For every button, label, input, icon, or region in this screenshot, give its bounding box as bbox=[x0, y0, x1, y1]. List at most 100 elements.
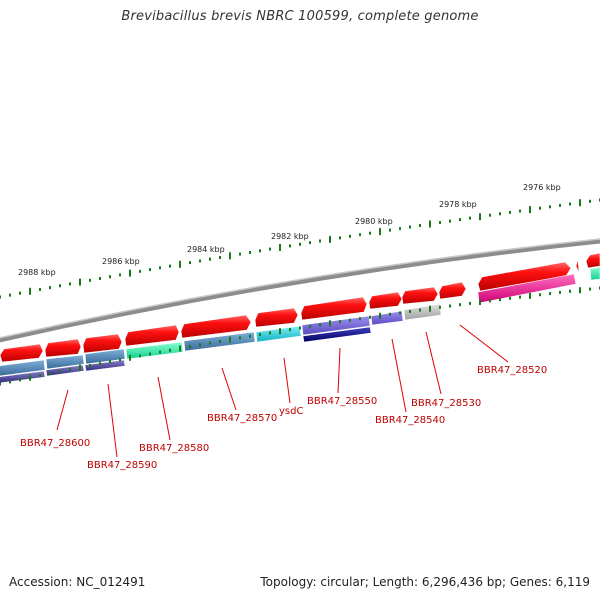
major-tick bbox=[129, 269, 131, 277]
leader-line bbox=[425, 331, 442, 395]
leader-line bbox=[337, 347, 341, 394]
minor-tick bbox=[259, 333, 261, 336]
minor-tick bbox=[289, 328, 291, 332]
minor-tick bbox=[209, 257, 211, 261]
forward-gene-arrow bbox=[124, 324, 180, 347]
ruler-tick-labels: 2988 kbp 2986 kbp 2984 kbp 2982 kbp 2980… bbox=[18, 183, 561, 277]
major-tick bbox=[229, 336, 231, 343]
topology-text: Topology: circular; Length: 6,296,436 bp… bbox=[260, 575, 590, 589]
minor-tick bbox=[389, 228, 391, 232]
minor-tick bbox=[489, 213, 491, 217]
minor-tick bbox=[499, 298, 501, 302]
minor-tick bbox=[49, 286, 51, 290]
minor-tick bbox=[159, 350, 161, 354]
minor-tick bbox=[439, 221, 441, 224]
minor-tick bbox=[399, 227, 401, 231]
minor-tick bbox=[219, 339, 221, 343]
minor-tick bbox=[519, 295, 521, 299]
minor-tick bbox=[19, 378, 21, 382]
minor-tick bbox=[459, 303, 461, 307]
minor-tick bbox=[359, 233, 361, 237]
minor-tick bbox=[539, 206, 541, 210]
minor-tick bbox=[89, 364, 91, 367]
minor-tick bbox=[209, 341, 211, 345]
cog-segment bbox=[370, 310, 404, 326]
minor-tick bbox=[69, 282, 71, 286]
outer-tick-ruler bbox=[0, 198, 600, 299]
minor-tick bbox=[369, 231, 371, 235]
forward-gene-arrow bbox=[401, 286, 439, 305]
major-tick bbox=[529, 292, 531, 299]
accession-text: Accession: NC_012491 bbox=[9, 575, 146, 589]
minor-tick bbox=[59, 370, 61, 373]
major-tick bbox=[29, 374, 31, 381]
inner-tick-ruler bbox=[0, 286, 600, 386]
minor-tick bbox=[559, 290, 561, 294]
gene-label: BBR47_28540 bbox=[375, 415, 445, 426]
minor-tick bbox=[469, 216, 471, 220]
minor-tick bbox=[199, 343, 201, 347]
minor-tick bbox=[0, 382, 1, 386]
major-tick bbox=[429, 220, 431, 228]
minor-tick bbox=[539, 293, 541, 297]
gene-label: BBR47_28520 bbox=[477, 365, 547, 376]
major-tick bbox=[229, 252, 231, 260]
genome-backbone-highlight bbox=[0, 238, 600, 339]
minor-tick bbox=[589, 199, 591, 203]
map-title: Brevibacillus brevis NBRC 100599, comple… bbox=[121, 9, 479, 24]
forward-gene-arrow bbox=[0, 343, 44, 363]
major-tick bbox=[129, 354, 131, 361]
minor-tick bbox=[249, 251, 251, 254]
leader-line bbox=[56, 389, 69, 431]
tick-label: 2986 kbp bbox=[102, 257, 140, 266]
major-tick bbox=[179, 345, 181, 352]
minor-tick bbox=[39, 374, 41, 378]
minor-tick bbox=[139, 354, 141, 358]
minor-tick bbox=[469, 301, 471, 305]
minor-tick bbox=[149, 268, 151, 272]
minor-tick bbox=[339, 236, 341, 240]
major-tick bbox=[329, 235, 331, 243]
minor-tick bbox=[109, 275, 111, 279]
gene-label: ysdC bbox=[279, 406, 303, 417]
forward-gene-arrow bbox=[368, 291, 403, 310]
gene-label: BBR47_28580 bbox=[139, 443, 209, 454]
minor-tick bbox=[149, 352, 151, 356]
cog-segment bbox=[255, 325, 302, 343]
leader-line bbox=[283, 357, 291, 404]
major-tick bbox=[79, 278, 81, 286]
minor-tick bbox=[589, 287, 591, 291]
minor-tick bbox=[0, 295, 1, 299]
leader-line bbox=[157, 376, 171, 441]
major-tick bbox=[479, 213, 481, 221]
major-tick bbox=[329, 320, 331, 327]
minor-tick bbox=[359, 317, 361, 321]
major-tick bbox=[579, 287, 581, 294]
minor-tick bbox=[9, 380, 11, 384]
gene-label: BBR47_28600 bbox=[20, 438, 90, 449]
label-leader-lines bbox=[56, 324, 509, 458]
minor-tick bbox=[349, 318, 351, 322]
major-tick bbox=[429, 305, 431, 312]
cog-segment bbox=[301, 315, 371, 336]
gene-label: BBR47_28570 bbox=[207, 413, 277, 424]
major-tick bbox=[379, 228, 381, 236]
minor-tick bbox=[309, 324, 311, 328]
minor-tick bbox=[289, 244, 291, 248]
reverse-gene-bar bbox=[302, 326, 372, 343]
leader-line bbox=[107, 383, 118, 458]
forward-gene-arrow bbox=[438, 281, 467, 300]
tick-label: 2988 kbp bbox=[18, 268, 56, 277]
gene-label: BBR47_28550 bbox=[307, 396, 377, 407]
forward-gene-arrow bbox=[300, 296, 368, 321]
minor-tick bbox=[439, 305, 441, 309]
minor-tick bbox=[349, 234, 351, 238]
major-tick bbox=[279, 328, 281, 335]
minor-tick bbox=[19, 291, 21, 295]
minor-tick bbox=[189, 345, 191, 349]
minor-tick bbox=[419, 308, 421, 312]
tick-label: 2978 kbp bbox=[439, 200, 477, 209]
minor-tick bbox=[499, 212, 501, 216]
minor-tick bbox=[259, 249, 261, 253]
